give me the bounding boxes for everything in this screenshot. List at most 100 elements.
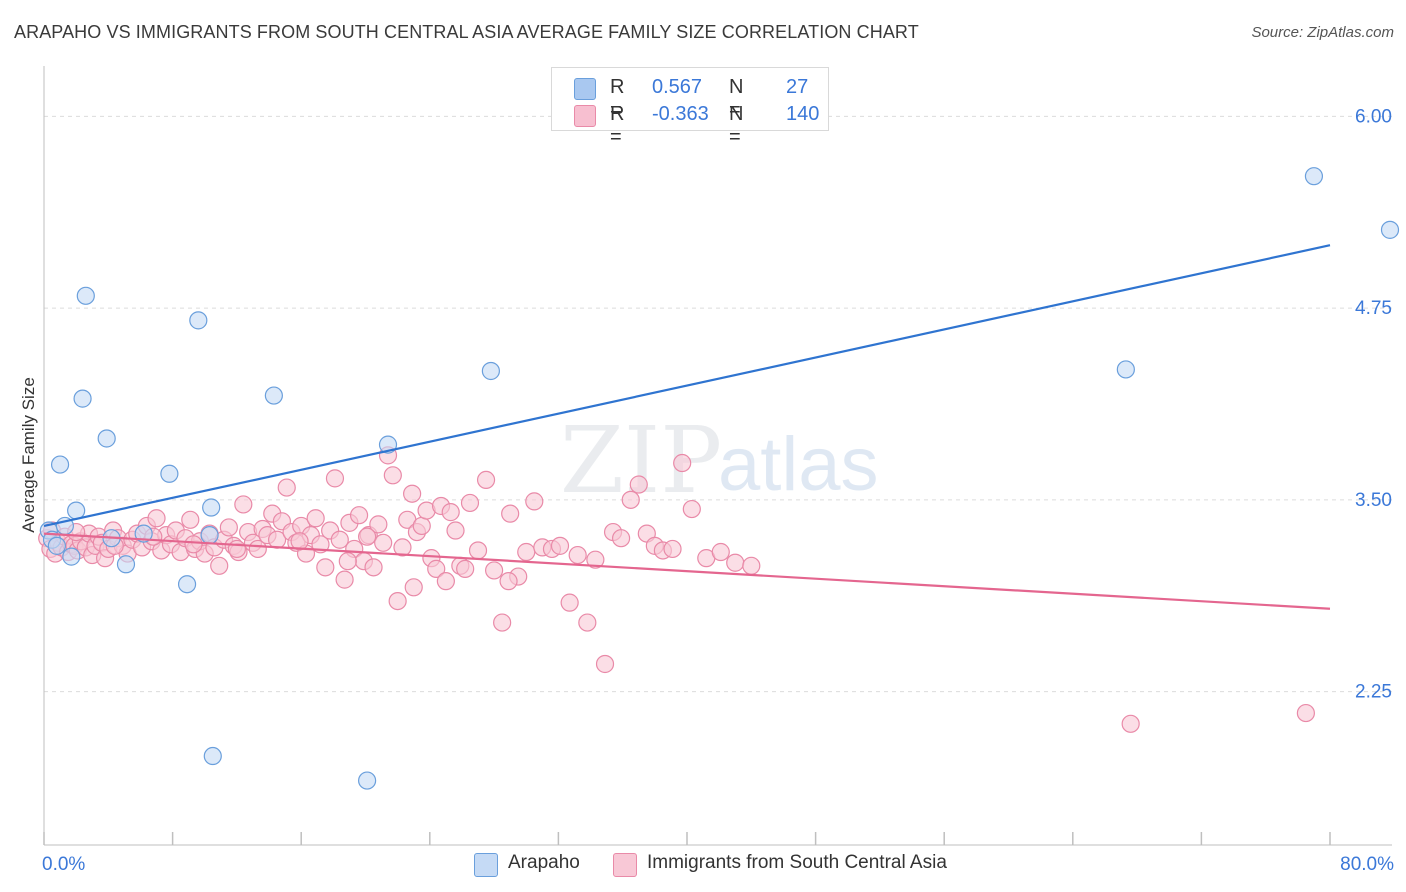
data-point	[383, 466, 402, 485]
data-point	[578, 613, 597, 632]
data-point	[358, 527, 377, 546]
data-point	[726, 553, 745, 572]
data-point	[97, 429, 116, 448]
data-point	[403, 484, 422, 503]
data-point	[181, 510, 200, 529]
legend-r-value: -0.363	[652, 103, 709, 125]
data-point	[663, 539, 682, 559]
y-tick-label: 3.50	[1355, 490, 1392, 511]
data-point	[629, 475, 648, 494]
data-point	[210, 556, 229, 575]
data-point	[203, 746, 222, 766]
data-point	[742, 556, 761, 575]
data-point	[264, 386, 283, 405]
data-point	[517, 542, 536, 562]
y-axis-label: Average Family Size	[19, 377, 38, 533]
bottom-label-arapaho: Arapaho	[508, 852, 580, 873]
legend-swatch-immigrants	[574, 105, 596, 127]
data-point	[335, 570, 354, 589]
data-point	[446, 521, 465, 540]
gridlines	[44, 115, 1392, 693]
bottom-label-immigrants: Immigrants from South Central Asia	[647, 852, 947, 873]
data-point	[116, 555, 136, 574]
data-point	[50, 455, 70, 474]
data-point	[560, 593, 579, 612]
data-point	[621, 490, 640, 509]
trend-line	[43, 244, 1331, 528]
data-point	[568, 545, 587, 565]
legend-swatch-arapaho	[574, 78, 596, 100]
data-point	[412, 516, 431, 536]
watermark-atlas: atlas	[718, 422, 879, 507]
data-point	[501, 504, 520, 523]
data-point	[73, 389, 92, 408]
data-point	[1380, 220, 1400, 239]
bottom-swatch-immigrants	[613, 853, 637, 877]
data-point	[586, 550, 605, 569]
data-point	[200, 526, 219, 545]
chart-title: ARAPAHO VS IMMIGRANTS FROM SOUTH CENTRAL…	[14, 22, 919, 42]
data-point	[76, 286, 95, 305]
data-point	[369, 515, 388, 534]
legend-n-label: N =	[729, 103, 744, 148]
data-point	[611, 529, 631, 548]
legend-n-value: 27	[786, 76, 809, 98]
data-point	[358, 771, 377, 790]
data-point	[290, 532, 309, 551]
data-point	[374, 533, 393, 552]
data-point	[682, 499, 701, 519]
y-tick-label: 4.75	[1355, 298, 1392, 319]
data-point	[393, 538, 412, 557]
data-point	[427, 559, 446, 578]
data-point	[306, 509, 325, 528]
data-point	[248, 539, 267, 559]
data-point	[460, 493, 480, 513]
data-point	[493, 613, 512, 632]
data-point	[595, 654, 615, 674]
data-point	[62, 547, 81, 566]
data-point	[47, 536, 66, 555]
data-point	[277, 478, 296, 497]
legend-box: R = 0.567 N = 27 R = -0.363 N = 140	[551, 67, 829, 148]
legend-n-label: N =	[729, 76, 744, 121]
data-point	[134, 524, 153, 543]
data-point	[234, 495, 253, 514]
source-label: Source: ZipAtlas.com	[1251, 24, 1394, 41]
data-point	[436, 572, 455, 591]
data-point	[1304, 167, 1324, 186]
legend-r-label: R =	[610, 76, 625, 121]
x-tick-label: 80.0%	[1340, 854, 1394, 875]
tick-labels: 2.25 3.50 4.75 6.00 0.0% 80.0%	[42, 106, 1394, 875]
data-point	[184, 535, 203, 554]
data-point	[325, 469, 345, 488]
data-point	[177, 575, 197, 594]
data-point	[338, 552, 357, 571]
y-tick-label: 6.00	[1355, 106, 1392, 127]
data-point	[1296, 703, 1315, 723]
data-point	[160, 464, 179, 483]
legend-n-value: 140	[786, 103, 820, 125]
bottom-swatch-arapaho	[474, 853, 498, 877]
x-tick-label: 0.0%	[42, 854, 85, 875]
data-point	[476, 470, 496, 490]
y-tick-label: 2.25	[1355, 682, 1392, 703]
axes	[43, 66, 1392, 846]
data-point	[525, 492, 544, 511]
data-point	[468, 541, 488, 560]
data-point	[330, 530, 349, 549]
data-point	[219, 518, 238, 537]
data-point	[316, 558, 335, 577]
data-point	[202, 498, 221, 517]
watermark: ZIP atlas	[560, 407, 879, 514]
data-point	[1116, 360, 1135, 379]
data-point	[349, 506, 369, 525]
data-point	[227, 539, 246, 559]
legend-r-value: 0.567	[652, 76, 703, 98]
trend-lines	[43, 244, 1331, 610]
data-point	[189, 311, 208, 330]
data-point	[485, 561, 504, 580]
data-point	[388, 591, 407, 611]
data-point	[499, 572, 518, 591]
legend-r-label: R =	[610, 103, 625, 148]
